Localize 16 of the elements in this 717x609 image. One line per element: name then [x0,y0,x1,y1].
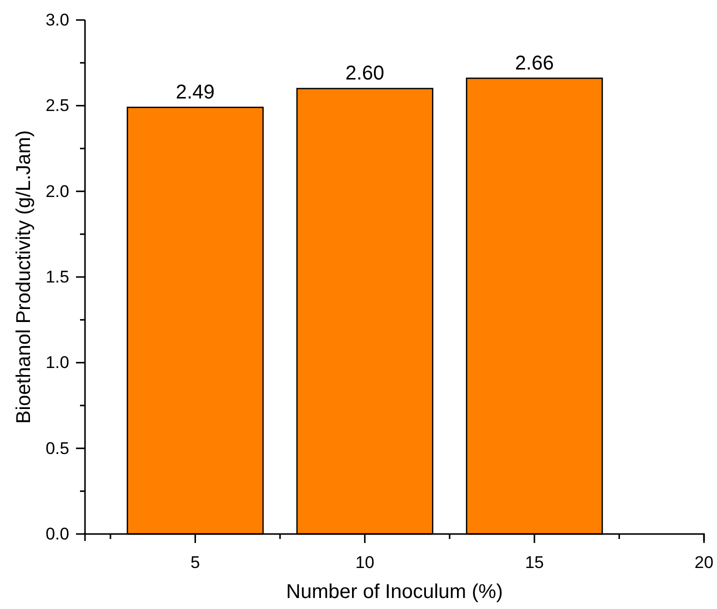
y-tick-label: 2.5 [46,96,70,116]
y-tick-label: 0.0 [46,524,70,544]
x-tick-label: 15 [524,552,544,572]
x-axis-title: Number of Inoculum (%) [286,581,503,603]
y-tick-label: 1.5 [46,267,70,286]
y-tick-label: 0.5 [46,438,70,458]
data-label: 2.49 [176,81,215,104]
x-tick-label: 20 [694,552,714,572]
y-tick-label: 2.0 [46,182,70,201]
x-tick-label: 5 [190,552,200,572]
y-tick-label: 1.0 [46,353,70,372]
data-label: 2.66 [514,52,554,74]
y-tick-label: 3.0 [46,10,70,30]
data-label: 2.60 [345,62,384,85]
x-tick-label: 10 [355,552,374,572]
y-axis-title: Bioethanol Productivity (g/L.Jam) [13,130,35,424]
